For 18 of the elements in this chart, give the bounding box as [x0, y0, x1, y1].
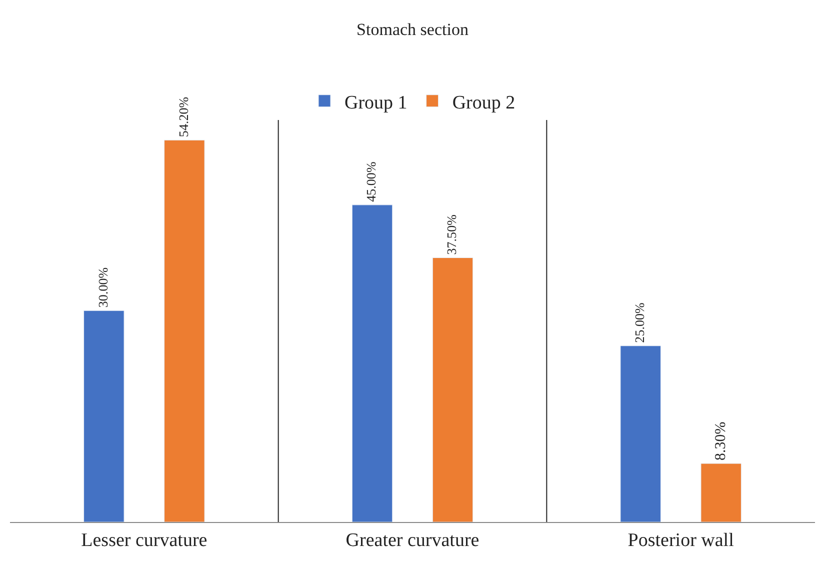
- legend-label: Group 1: [344, 92, 408, 114]
- data-label: 30.00%: [95, 267, 110, 308]
- bar: [432, 258, 474, 522]
- chart-title: Stomach section: [356, 20, 469, 39]
- legend-label: Group 2: [452, 92, 516, 114]
- x-tick-label: Posterior wall: [628, 530, 734, 551]
- bar: [620, 346, 661, 522]
- data-label: 54.20%: [176, 96, 191, 138]
- data-label: 45.00%: [364, 162, 379, 202]
- bar: [84, 310, 124, 522]
- x-tick-label: Greater curvature: [346, 530, 480, 551]
- data-label: 25.00%: [632, 302, 648, 343]
- data-label: 37.50%: [444, 214, 460, 255]
- x-tick-label: Lesser curvature: [81, 530, 208, 551]
- bar: [352, 204, 393, 522]
- bar: [164, 140, 205, 522]
- data-label: 8.30%: [713, 422, 730, 461]
- bar: [700, 463, 742, 522]
